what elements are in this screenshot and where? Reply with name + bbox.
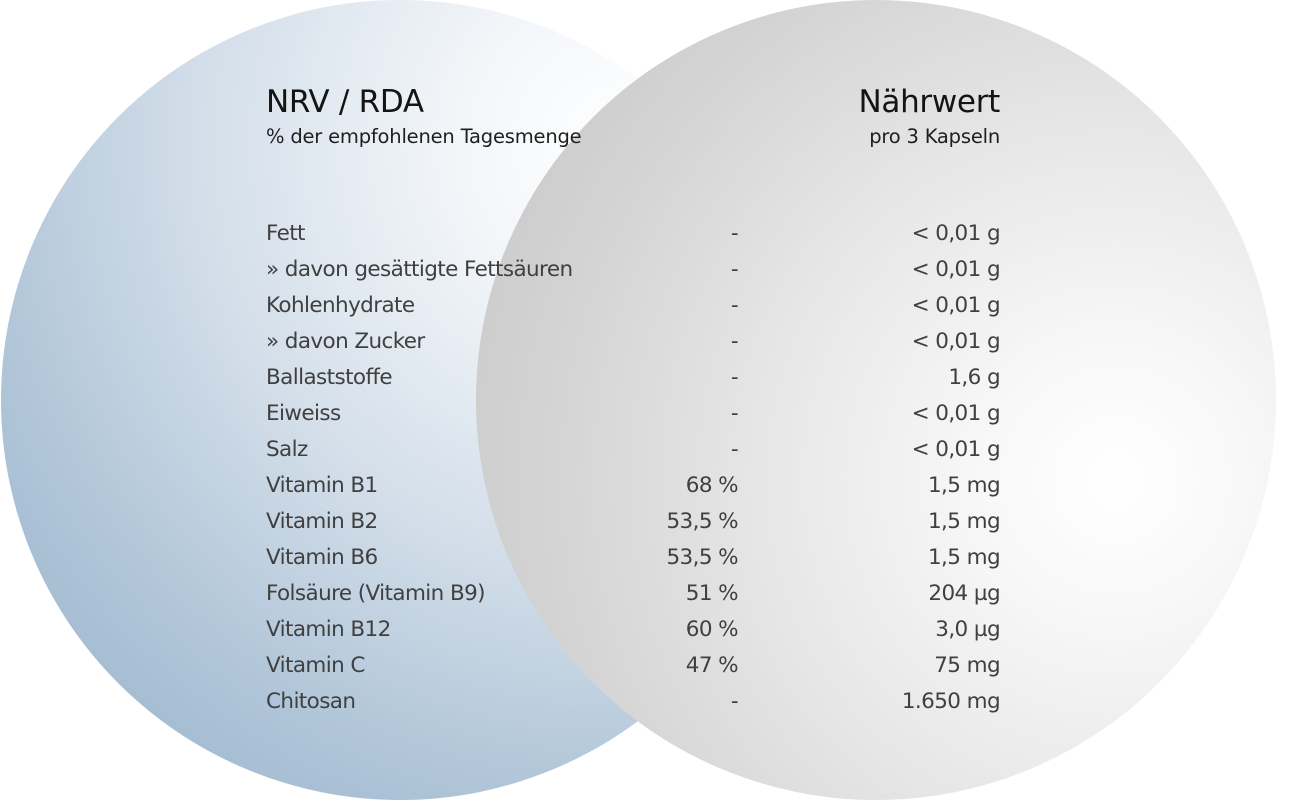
nutrient-name: » davon Zucker [266,329,425,354]
nutrient-nrv: 51 % [685,581,739,606]
table-row: Ballaststoffe - 1,6 g [266,360,1001,396]
nutrient-nrv: - [730,365,739,390]
nutrient-name: Folsäure (Vitamin B9) [266,581,486,606]
nutrient-amount: < 0,01 g [911,221,1001,246]
nutrition-table: NRV / RDA % der empfohlenen Tagesmenge N… [266,80,1001,714]
nutrient-nrv: 68 % [685,473,739,498]
nutrient-name: » davon gesättigte Fettsäuren [266,257,573,282]
grey-circle-background [476,0,1276,800]
nutrient-nrv: 53,5 % [666,545,738,570]
table-row: Vitamin B12 60 % 3,0 µg [266,612,1001,648]
nutrient-nrv: - [730,293,739,318]
table-row: Eiweiss - < 0,01 g [266,396,1001,432]
nutrient-amount: < 0,01 g [911,401,1001,426]
table-header: NRV / RDA % der empfohlenen Tagesmenge N… [266,80,1000,188]
nutrient-name: Vitamin B6 [266,545,378,570]
table-row: » davon Zucker - < 0,01 g [266,324,1001,360]
table-row: Folsäure (Vitamin B9) 51 % 204 µg [266,576,1001,612]
nutrient-amount: 1,5 mg [927,473,1001,498]
nutrient-amount: < 0,01 g [911,257,1001,282]
nutrient-amount: 1,6 g [948,365,1000,390]
nutrient-amount: < 0,01 g [911,293,1001,318]
nutrient-name: Vitamin B12 [266,617,391,642]
nutrient-amount: 204 µg [928,581,1000,606]
table-row: Vitamin B1 68 % 1,5 mg [266,468,1001,504]
nutrient-amount: 1.650 mg [901,689,1001,714]
nutrient-name: Eiweiss [266,401,341,426]
table-row: Chitosan - 1.650 mg [266,684,1001,720]
nutrient-nrv: - [730,401,739,426]
nutrient-nrv: - [730,689,739,714]
nrv-subtitle: % der empfohlenen Tagesmenge [266,125,582,148]
table-row: » davon gesättigte Fettsäuren - < 0,01 g [266,252,1001,288]
nutrient-amount: 1,5 mg [927,509,1001,534]
nutrient-amount: 75 mg [934,653,1000,678]
nutrient-name: Vitamin B2 [266,509,378,534]
table-row: Vitamin B2 53,5 % 1,5 mg [266,504,1001,540]
nutrient-nrv: 60 % [685,617,739,642]
nutrient-name: Fett [266,221,305,246]
nutrient-nrv: 47 % [685,653,739,678]
nutrient-value-title: Nährwert [858,84,1000,120]
table-row: Vitamin B6 53,5 % 1,5 mg [266,540,1001,576]
nutrient-amount: < 0,01 g [911,437,1001,462]
nutrient-nrv: - [730,221,739,246]
nutrient-name: Vitamin B1 [266,473,378,498]
nutrient-nrv: - [730,257,739,282]
nutrient-name: Ballaststoffe [266,365,393,390]
nutrient-name: Chitosan [266,689,356,714]
nutrient-amount: 3,0 µg [935,617,1000,642]
nutrient-rows: Fett - < 0,01 g » davon gesättigte Fetts… [266,216,1001,720]
nutrient-nrv: - [730,329,739,354]
nutrient-nrv: 53,5 % [666,509,738,534]
nutrient-name: Kohlenhydrate [266,293,415,318]
nutrient-name: Vitamin C [266,653,365,678]
table-row: Kohlenhydrate - < 0,01 g [266,288,1001,324]
nutrient-nrv: - [730,437,739,462]
nutrient-amount: < 0,01 g [911,329,1001,354]
table-row: Vitamin C 47 % 75 mg [266,648,1001,684]
nrv-title: NRV / RDA [266,84,424,120]
nrv-header: NRV / RDA % der empfohlenen Tagesmenge [266,80,582,150]
nutrient-amount: 1,5 mg [927,545,1001,570]
nutrient-name: Salz [266,437,308,462]
table-row: Fett - < 0,01 g [266,216,1001,252]
nutrient-value-subtitle: pro 3 Kapseln [869,125,1000,148]
table-row: Salz - < 0,01 g [266,432,1001,468]
nutrient-value-header: Nährwert pro 3 Kapseln [858,80,1000,150]
